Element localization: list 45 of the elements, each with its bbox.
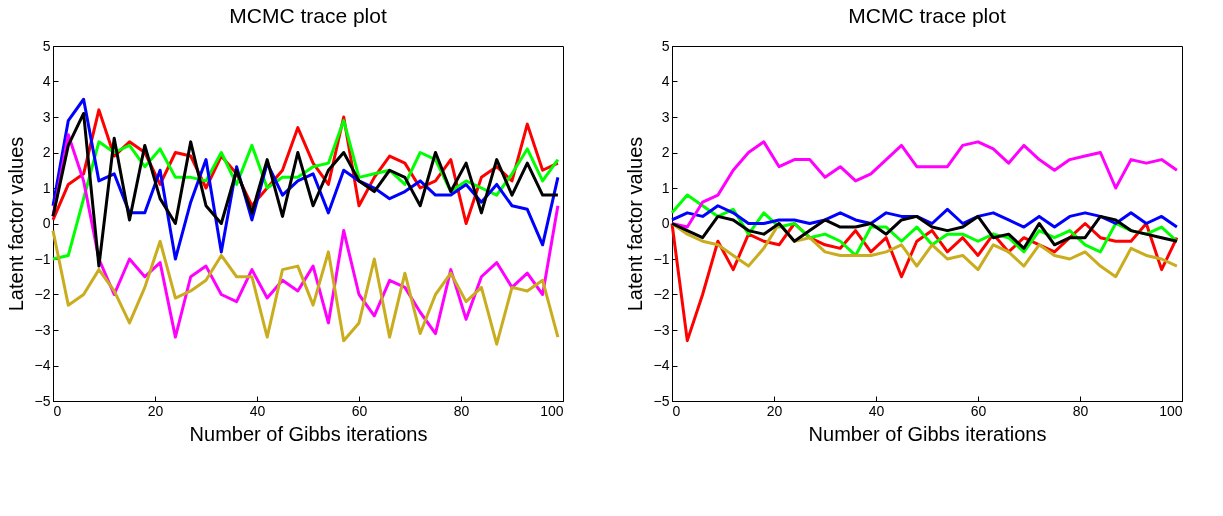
y-tick-label: −5 bbox=[34, 392, 51, 409]
y-axis-title: Latent factor values bbox=[4, 136, 27, 312]
chart-title: MCMC trace plot bbox=[848, 4, 1006, 27]
x-tick-label: 0 bbox=[672, 402, 681, 419]
y-tick-label: 2 bbox=[661, 144, 670, 160]
chart-title: MCMC trace plot bbox=[229, 4, 387, 27]
y-tick-label: −1 bbox=[653, 250, 670, 267]
x-tick-label: 80 bbox=[1072, 402, 1089, 419]
y-tick-label: −3 bbox=[34, 321, 51, 338]
y-tick-label: 3 bbox=[42, 108, 51, 125]
x-axis-title: Number of Gibbs iterations bbox=[808, 422, 1047, 445]
y-tick-label: 0 bbox=[42, 215, 51, 231]
y-axis-title: Latent factor values bbox=[623, 136, 646, 312]
y-tick-label: 2 bbox=[42, 144, 51, 160]
x-tick-label: 60 bbox=[970, 402, 987, 419]
y-tick-label: −4 bbox=[653, 357, 670, 373]
x-tick-label: 40 bbox=[868, 402, 885, 419]
x-tick-label: 100 bbox=[540, 402, 564, 419]
x-tick-label: 20 bbox=[766, 402, 783, 419]
x-tick-label: 100 bbox=[1159, 402, 1183, 419]
x-tick-label: 0 bbox=[53, 402, 62, 419]
x-tick-label: 20 bbox=[147, 402, 164, 419]
y-tick-label: 4 bbox=[661, 73, 670, 89]
y-tick-label: −4 bbox=[34, 357, 51, 373]
y-tick-label: 5 bbox=[661, 37, 670, 54]
x-tick-label: 60 bbox=[351, 402, 368, 419]
y-tick-label: 1 bbox=[42, 179, 51, 196]
line-series bbox=[670, 204, 1179, 229]
y-tick-label: −5 bbox=[653, 392, 670, 409]
x-tick-label: 80 bbox=[453, 402, 470, 419]
x-axis-title: Number of Gibbs iterations bbox=[189, 422, 428, 445]
line-series bbox=[670, 214, 1179, 250]
y-tick-label: 5 bbox=[42, 37, 51, 54]
y-tick-label: −1 bbox=[34, 250, 51, 267]
y-tick-label: 0 bbox=[661, 215, 670, 231]
line-series bbox=[670, 140, 1179, 229]
y-tick-label: −2 bbox=[34, 286, 51, 302]
y-tick-label: −2 bbox=[653, 286, 670, 302]
y-tick-label: 4 bbox=[42, 73, 51, 89]
y-tick-label: 3 bbox=[661, 108, 670, 125]
y-tick-label: 1 bbox=[661, 179, 670, 196]
y-tick-label: −3 bbox=[653, 321, 670, 338]
line-series bbox=[51, 229, 560, 346]
line-series bbox=[670, 222, 1179, 279]
x-tick-label: 40 bbox=[249, 402, 266, 419]
